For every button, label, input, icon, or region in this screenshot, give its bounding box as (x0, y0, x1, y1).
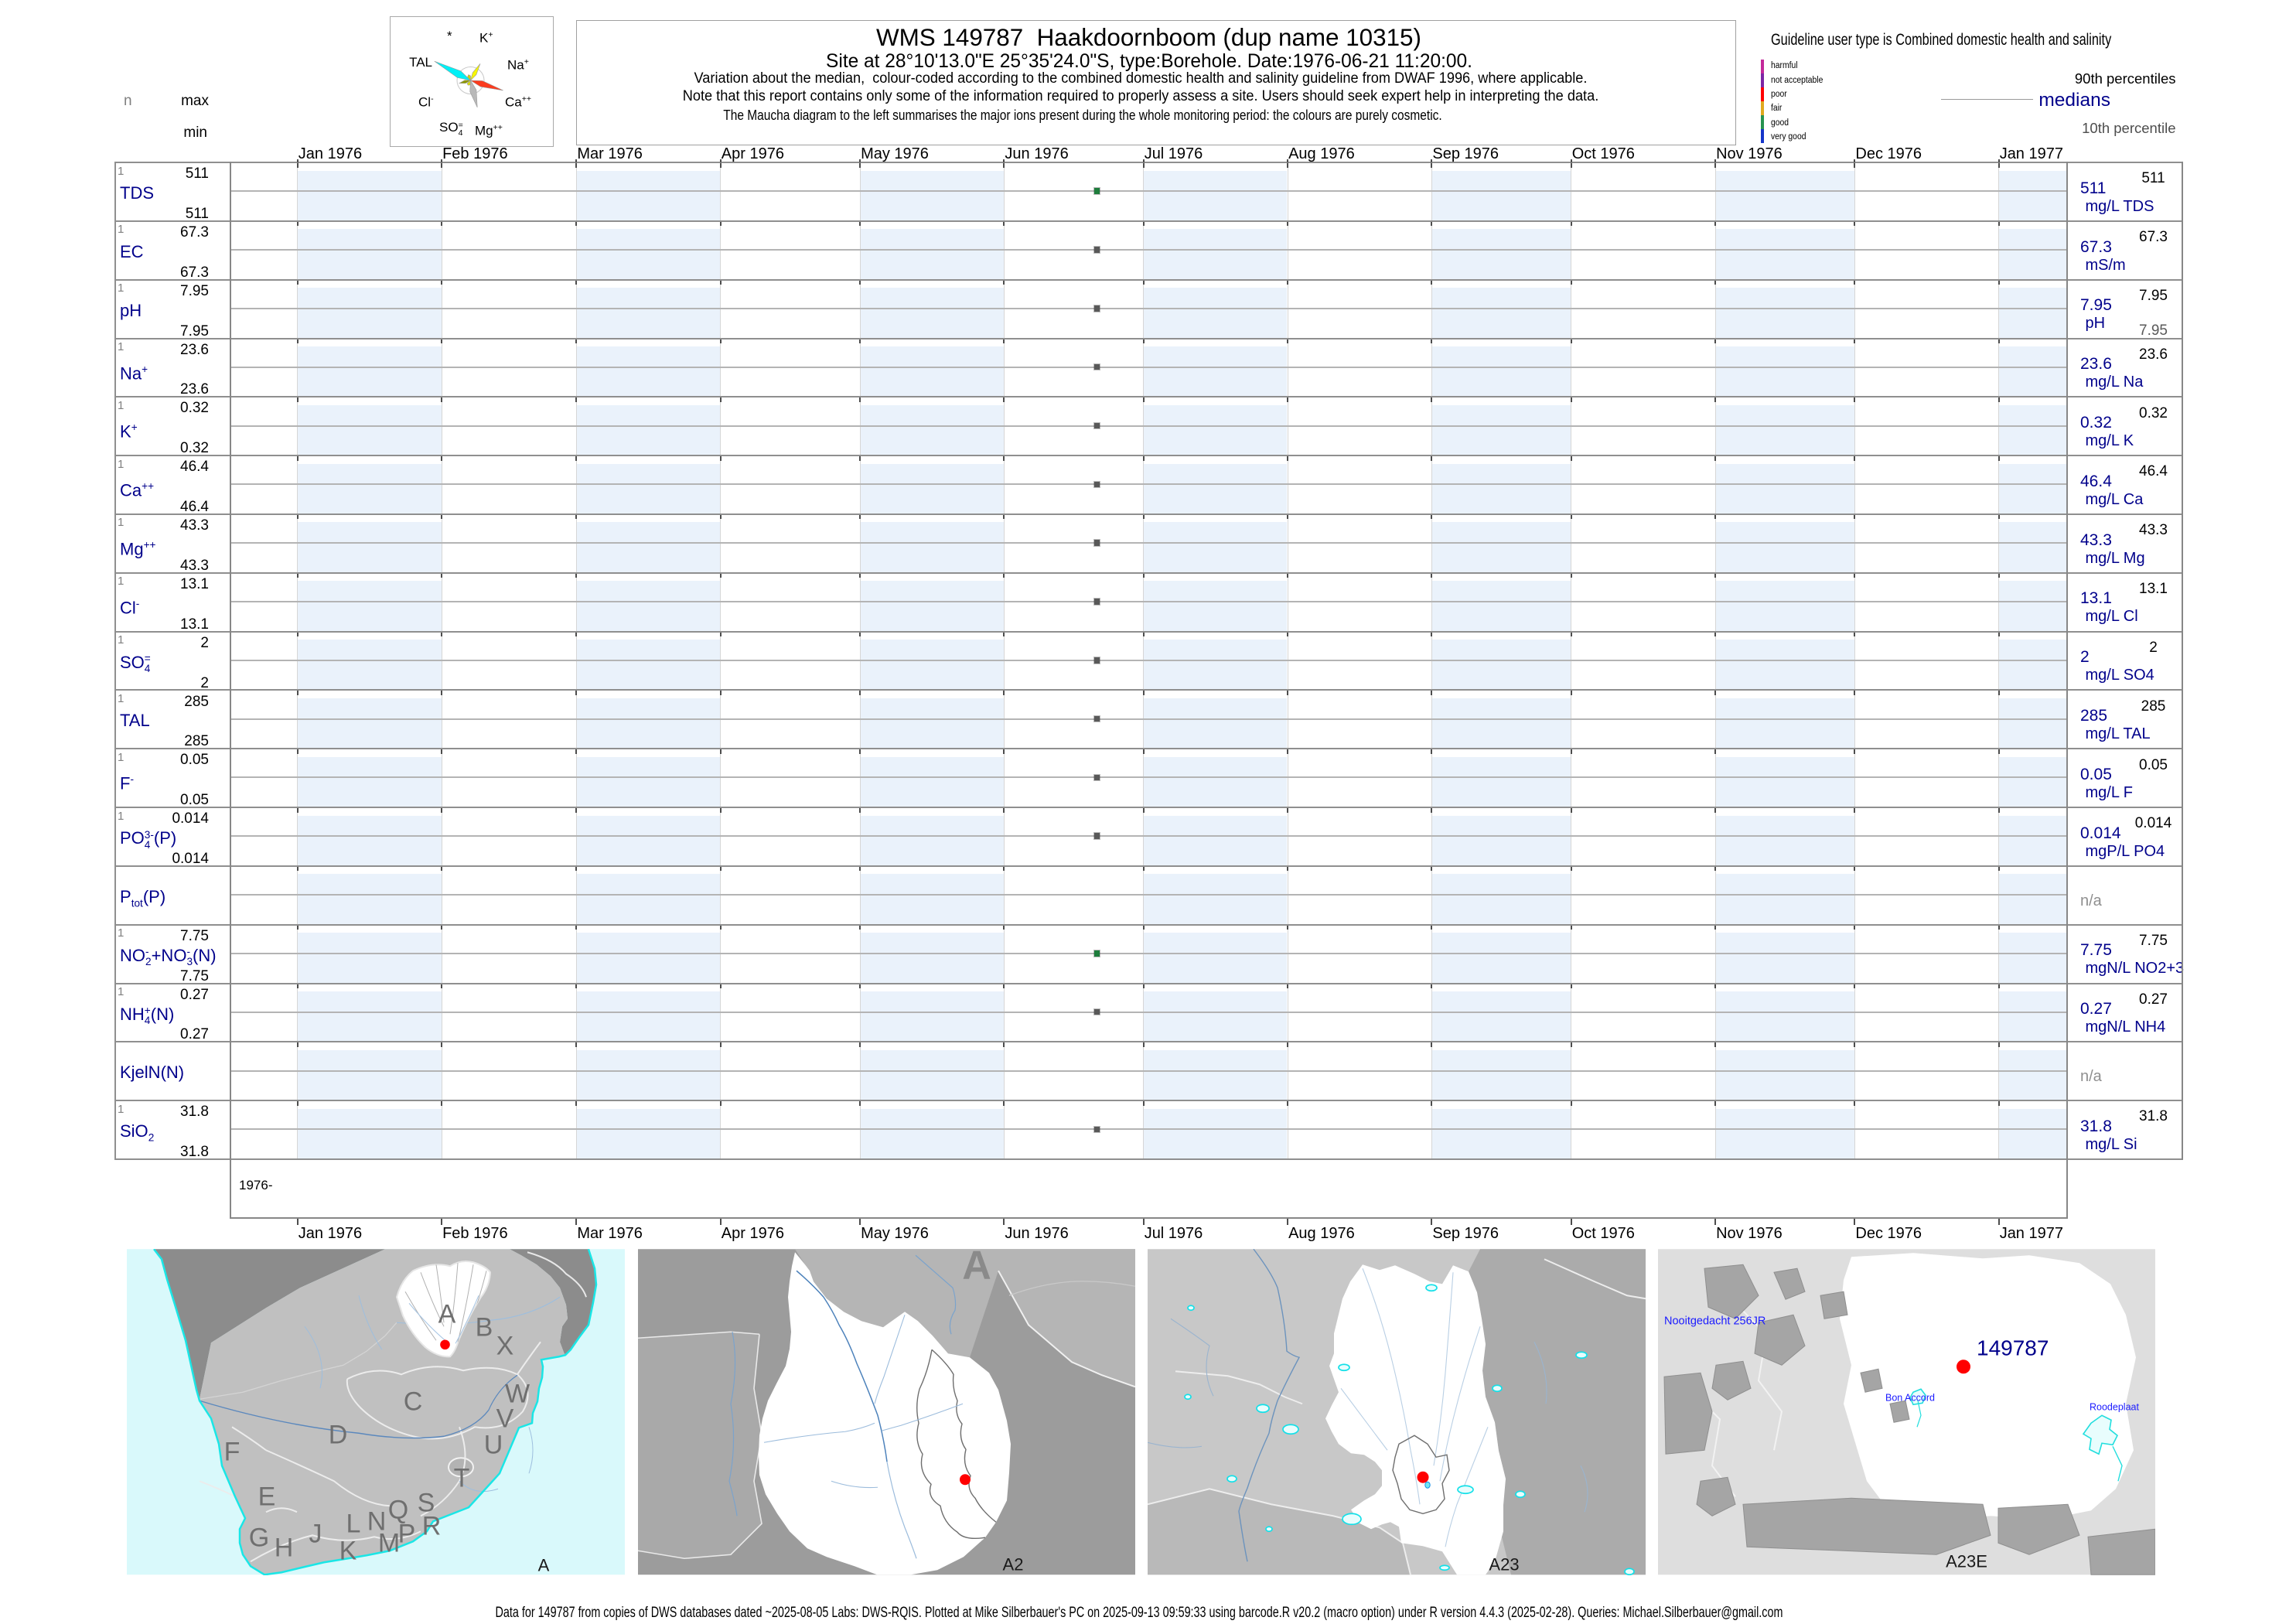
svg-text:W: W (505, 1379, 530, 1408)
svg-text:D: D (329, 1420, 348, 1449)
svg-text:K: K (339, 1536, 357, 1565)
svg-text:G: G (249, 1523, 269, 1552)
svg-text:149787: 149787 (1977, 1336, 2049, 1360)
svg-text:A: A (538, 1555, 550, 1575)
svg-text:N: N (367, 1506, 387, 1536)
svg-text:A: A (438, 1299, 456, 1329)
svg-text:A: A (962, 1249, 991, 1288)
svg-text:H: H (275, 1533, 294, 1562)
svg-text:Bon Accord: Bon Accord (1885, 1392, 1935, 1403)
svg-text:J: J (309, 1519, 322, 1548)
svg-text:L: L (346, 1509, 361, 1538)
svg-text:V: V (496, 1404, 514, 1433)
svg-text:A2: A2 (1002, 1554, 1023, 1574)
svg-text:R: R (422, 1511, 442, 1540)
svg-text:X: X (496, 1331, 514, 1360)
svg-text:Roodeplaat: Roodeplaat (2090, 1401, 2139, 1412)
svg-text:A23: A23 (1489, 1554, 1520, 1574)
svg-text:Nooitgedacht 256JR: Nooitgedacht 256JR (1664, 1315, 1765, 1327)
svg-text:T: T (454, 1463, 470, 1493)
svg-text:F: F (224, 1437, 241, 1466)
svg-text:A23E: A23E (1946, 1551, 1987, 1571)
svg-text:B: B (476, 1312, 493, 1342)
svg-text:M: M (378, 1528, 400, 1557)
svg-text:Q: Q (388, 1495, 408, 1524)
svg-text:C: C (404, 1387, 423, 1416)
svg-text:E: E (258, 1482, 276, 1511)
svg-text:P: P (398, 1519, 416, 1548)
svg-text:S: S (418, 1488, 435, 1517)
svg-text:U: U (484, 1430, 503, 1459)
